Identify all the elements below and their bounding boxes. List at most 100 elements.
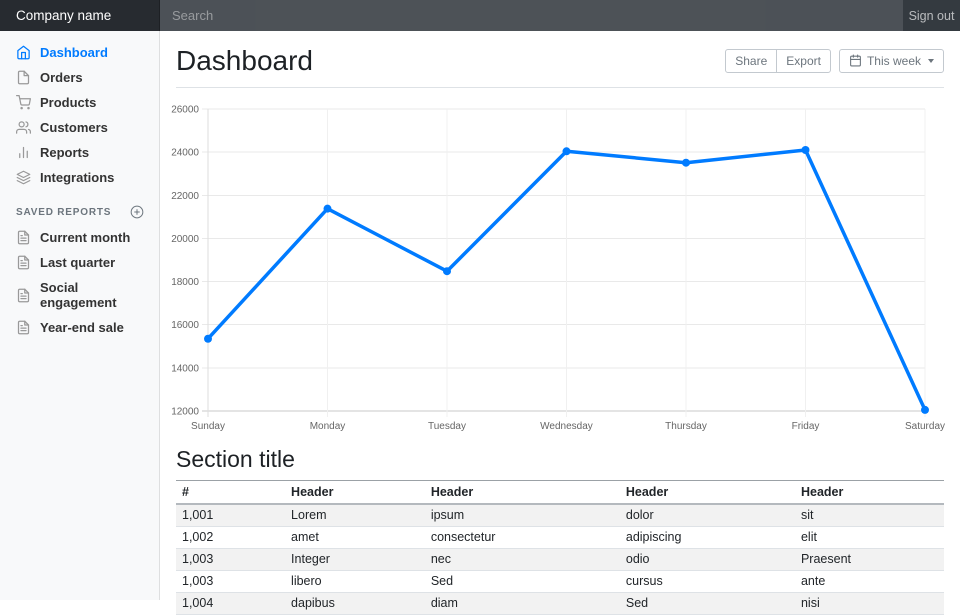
sidebar-item-customers[interactable]: Customers: [0, 115, 160, 140]
sidebar-item-orders[interactable]: Orders: [0, 65, 160, 90]
navbar-brand[interactable]: Company name: [0, 0, 160, 31]
svg-text:Tuesday: Tuesday: [428, 421, 466, 432]
saved-report-label: Year-end sale: [40, 320, 124, 335]
export-button[interactable]: Export: [776, 49, 831, 73]
svg-text:Thursday: Thursday: [665, 421, 707, 432]
calendar-icon-wrap: [849, 54, 862, 67]
svg-text:12000: 12000: [171, 406, 199, 417]
table-column-header: Header: [620, 481, 795, 505]
home-icon: [16, 45, 31, 60]
table-column-header: Header: [285, 481, 425, 505]
sidebar-item-reports[interactable]: Reports: [0, 140, 160, 165]
top-navbar: Company name Sign out: [0, 0, 960, 31]
svg-text:16000: 16000: [171, 320, 199, 331]
table-cell: Sed: [425, 571, 620, 593]
table-cell: ante: [795, 571, 944, 593]
table-cell: odio: [620, 549, 795, 571]
svg-text:26000: 26000: [171, 104, 199, 115]
sidebar-item-integrations[interactable]: Integrations: [0, 165, 160, 190]
layers-icon: [16, 170, 31, 185]
table-cell: nec: [425, 549, 620, 571]
saved-report-item-year-end-sale[interactable]: Year-end sale: [0, 315, 160, 340]
file-text-icon: [16, 230, 31, 245]
users-icon: [16, 120, 31, 135]
table-column-header: #: [176, 481, 285, 505]
svg-text:Friday: Friday: [792, 421, 820, 432]
file-icon: [16, 70, 31, 85]
table-cell: Lorem: [285, 504, 425, 527]
table-column-header: Header: [795, 481, 944, 505]
table-cell: Integer: [285, 549, 425, 571]
table-cell: Praesent: [795, 549, 944, 571]
file-text-icon: [16, 320, 31, 335]
svg-text:Wednesday: Wednesday: [540, 421, 593, 432]
table-cell: nisi: [795, 593, 944, 615]
page-header: Dashboard Share Export This week: [176, 44, 944, 88]
sign-out-link[interactable]: Sign out: [903, 0, 960, 31]
svg-text:Saturday: Saturday: [905, 421, 945, 432]
sidebar-item-label: Orders: [40, 70, 83, 85]
table-cell: consectetur: [425, 527, 620, 549]
table-cell: adipiscing: [620, 527, 795, 549]
table-cell: diam: [425, 593, 620, 615]
sidebar-item-label: Reports: [40, 145, 89, 160]
sidebar-item-label: Products: [40, 95, 96, 110]
file-text-icon: [16, 288, 31, 303]
file-text-icon: [16, 255, 31, 270]
table-cell: amet: [285, 527, 425, 549]
toolbar: Share Export This week: [725, 49, 944, 73]
saved-report-item-social-engagement[interactable]: Social engagement: [0, 275, 160, 315]
saved-reports-list: Current month Last quarter Social engageme…: [0, 225, 160, 340]
saved-report-label: Social engagement: [40, 280, 144, 310]
calendar-icon: [849, 54, 862, 67]
svg-text:14000: 14000: [171, 363, 199, 374]
sidebar-item-dashboard[interactable]: Dashboard: [0, 40, 160, 65]
bar-chart-icon: [16, 145, 31, 160]
sidebar-item-label: Dashboard: [40, 45, 108, 60]
table-cell: 1,003: [176, 571, 285, 593]
svg-text:22000: 22000: [171, 190, 199, 201]
table-cell: libero: [285, 571, 425, 593]
sidebar-item-products[interactable]: Products: [0, 90, 160, 115]
table-column-header: Header: [425, 481, 620, 505]
sidebar: Dashboard Orders Products Customers Reports I…: [0, 31, 160, 600]
svg-text:18000: 18000: [171, 277, 199, 288]
saved-reports-label: Saved reports: [16, 207, 111, 218]
table-cell: dapibus: [285, 593, 425, 615]
saved-report-label: Current month: [40, 230, 130, 245]
table-cell: elit: [795, 527, 944, 549]
share-export-group: Share Export: [725, 49, 831, 73]
table-cell: dolor: [620, 504, 795, 527]
period-label: This week: [867, 53, 921, 69]
shopping-cart-icon: [16, 95, 31, 110]
add-report-button[interactable]: [130, 205, 144, 219]
table-cell: Sed: [620, 593, 795, 615]
saved-report-item-last-quarter[interactable]: Last quarter: [0, 250, 160, 275]
svg-text:20000: 20000: [171, 234, 199, 245]
svg-text:Sunday: Sunday: [191, 421, 225, 432]
table-cell: sit: [795, 504, 944, 527]
sales-line-chart: 1200014000160001800020000220002400026000…: [176, 101, 946, 431]
table-cell: cursus: [620, 571, 795, 593]
sidebar-nav: Dashboard Orders Products Customers Reports I…: [0, 40, 160, 190]
share-button[interactable]: Share: [725, 49, 777, 73]
search-input[interactable]: [160, 0, 903, 31]
table-cell: 1,001: [176, 504, 285, 527]
sidebar-item-label: Integrations: [40, 170, 114, 185]
saved-report-item-current-month[interactable]: Current month: [0, 225, 160, 250]
table-cell: 1,003: [176, 549, 285, 571]
svg-text:Monday: Monday: [310, 421, 346, 432]
saved-reports-heading: Saved reports: [0, 205, 160, 219]
table-cell: ipsum: [425, 504, 620, 527]
period-dropdown-button[interactable]: This week: [839, 49, 944, 73]
saved-report-label: Last quarter: [40, 255, 115, 270]
